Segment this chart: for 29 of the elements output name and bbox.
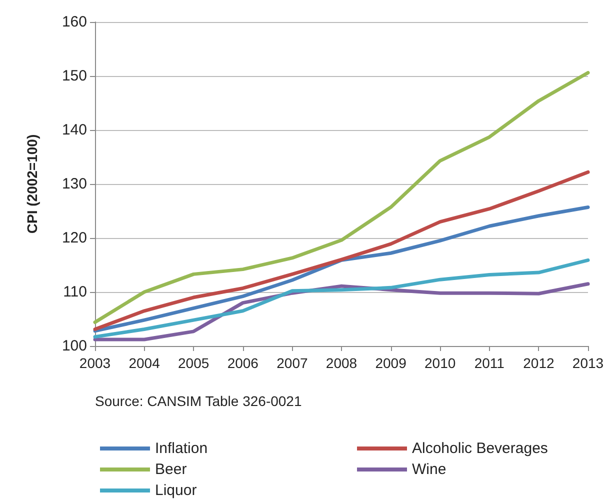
legend-label: Liquor <box>155 482 197 499</box>
legend-label: Wine <box>412 461 446 478</box>
x-tick-label: 2005 <box>178 355 210 371</box>
line-series <box>93 205 590 333</box>
x-tick-label: 2007 <box>276 355 308 371</box>
x-tick-label: 2009 <box>375 355 407 371</box>
x-tick-label: 2013 <box>572 355 604 371</box>
legend-label: Alcoholic Beverages <box>412 440 548 457</box>
y-tick-label: 100 <box>62 338 87 354</box>
legend-label: Beer <box>155 461 187 478</box>
line-series <box>93 170 590 332</box>
x-tick-label: 2003 <box>79 355 111 371</box>
y-tick-label: 120 <box>62 230 87 246</box>
y-tick-label: 160 <box>62 14 87 30</box>
line-series <box>93 258 590 339</box>
y-axis-title: CPI (2002=100) <box>24 134 40 234</box>
y-tick-label: 130 <box>62 176 87 192</box>
source-note: Source: CANSIM Table 326-0021 <box>95 393 302 409</box>
legend-label: Inflation <box>155 440 208 457</box>
y-tick-label: 150 <box>62 68 87 84</box>
x-tick-label: 2011 <box>474 355 505 371</box>
x-tick-label: 2008 <box>326 355 358 371</box>
y-tick-label: 110 <box>63 284 87 300</box>
x-tick-label: 2012 <box>523 355 554 371</box>
x-tick-label: 2010 <box>424 355 456 371</box>
y-tick-label: 140 <box>62 122 87 138</box>
x-tick-label: 2004 <box>128 355 160 371</box>
line-series <box>93 71 590 324</box>
x-tick-label: 2006 <box>227 355 259 371</box>
